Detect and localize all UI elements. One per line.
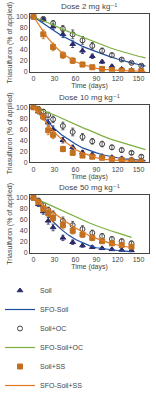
svg-text:SFO-Soil+OC: SFO-Soil+OC: [40, 344, 83, 351]
svg-text:SFO-Soil: SFO-Soil: [40, 306, 69, 313]
svg-text:30: 30: [51, 256, 59, 263]
svg-text:100: 100: [16, 194, 28, 201]
svg-text:60: 60: [72, 166, 80, 173]
svg-text:Soil+OC: Soil+OC: [40, 325, 66, 332]
svg-text:40: 40: [20, 137, 28, 144]
svg-text:150: 150: [133, 75, 145, 82]
svg-text:40: 40: [20, 227, 28, 234]
svg-text:0: 0: [24, 249, 28, 256]
svg-text:60: 60: [72, 256, 80, 263]
svg-text:100: 100: [16, 13, 28, 20]
svg-text:20: 20: [20, 148, 28, 155]
svg-text:90: 90: [93, 75, 101, 82]
svg-text:Dose 2 mg kg⁻¹: Dose 2 mg kg⁻¹: [61, 2, 118, 11]
svg-text:150: 150: [133, 256, 145, 263]
svg-text:100: 100: [16, 104, 28, 111]
svg-text:40: 40: [20, 46, 28, 53]
svg-text:Dose 10 mg kg⁻¹: Dose 10 mg kg⁻¹: [59, 93, 120, 102]
svg-text:20: 20: [20, 238, 28, 245]
svg-text:Soil: Soil: [40, 287, 52, 294]
svg-text:60: 60: [20, 35, 28, 42]
svg-text:20: 20: [20, 57, 28, 64]
svg-text:0: 0: [24, 68, 28, 75]
svg-text:SFO-Soil+SS: SFO-Soil+SS: [40, 382, 82, 389]
svg-text:0: 0: [24, 159, 28, 166]
svg-text:0: 0: [32, 166, 36, 173]
svg-text:60: 60: [20, 126, 28, 133]
svg-text:Dose 50 mg kg⁻¹: Dose 50 mg kg⁻¹: [59, 183, 120, 192]
svg-text:30: 30: [51, 166, 59, 173]
svg-text:60: 60: [72, 75, 80, 82]
svg-text:30: 30: [51, 75, 59, 82]
svg-text:0: 0: [32, 256, 36, 263]
svg-text:80: 80: [20, 24, 28, 31]
svg-text:Triasulfuron (% of applied): Triasulfuron (% of applied): [6, 92, 14, 174]
svg-text:120: 120: [112, 75, 124, 82]
svg-text:90: 90: [93, 166, 101, 173]
svg-text:Soil+SS: Soil+SS: [40, 363, 65, 370]
svg-text:Time (days): Time (days): [71, 173, 108, 181]
svg-text:150: 150: [133, 166, 145, 173]
svg-text:120: 120: [112, 256, 124, 263]
svg-text:60: 60: [20, 216, 28, 223]
svg-text:120: 120: [112, 166, 124, 173]
svg-text:0: 0: [32, 75, 36, 82]
svg-text:Time (days): Time (days): [71, 263, 108, 271]
svg-text:80: 80: [20, 205, 28, 212]
svg-text:80: 80: [20, 115, 28, 122]
svg-text:Time (days): Time (days): [71, 82, 108, 90]
svg-text:Triasulfuron (% of applied): Triasulfuron (% of applied): [6, 183, 14, 265]
svg-text:Triasulfuron (% of applied): Triasulfuron (% of applied): [6, 2, 14, 84]
svg-text:90: 90: [93, 256, 101, 263]
